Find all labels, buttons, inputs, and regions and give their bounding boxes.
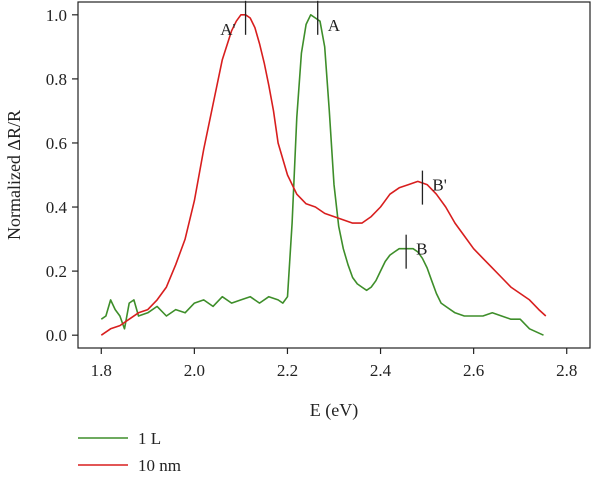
- legend-label-1l: 1 L: [138, 429, 161, 448]
- x-axis-ticks: 1.8 2.0 2.2 2.4 2.6 2.8: [91, 348, 577, 380]
- peak-label: A: [328, 16, 341, 35]
- y-tick-label: 1.0: [46, 6, 67, 25]
- y-tick-label: 0.4: [46, 198, 68, 217]
- x-tick-label: 1.8: [91, 361, 112, 380]
- y-tick-label: 0.0: [46, 326, 67, 345]
- x-tick-label: 2.0: [184, 361, 205, 380]
- x-tick-label: 2.8: [556, 361, 577, 380]
- x-tick-label: 2.6: [463, 361, 484, 380]
- x-axis-title: E (eV): [310, 400, 358, 421]
- y-tick-label: 0.2: [46, 262, 67, 281]
- y-axis-ticks: 0.0 0.2 0.4 0.6 0.8 1.0: [46, 6, 78, 345]
- peak-label: A': [220, 20, 235, 39]
- y-tick-label: 0.6: [46, 134, 67, 153]
- plot-frame: [77, 1, 591, 349]
- series-layer: [100, 14, 547, 336]
- legend-label-10nm: 10 nm: [138, 456, 181, 475]
- x-tick-label: 2.2: [277, 361, 298, 380]
- series-line-0: [100, 14, 544, 336]
- annotations-layer: A' A B' B: [220, 0, 447, 269]
- y-tick-label: 0.8: [46, 70, 67, 89]
- legend: 1 L 10 nm: [78, 429, 181, 475]
- x-tick-label: 2.4: [370, 361, 392, 380]
- y-axis-title: Normalized ΔR/R: [4, 110, 24, 240]
- series-line-1: [100, 14, 547, 336]
- peak-label: B': [432, 176, 446, 195]
- peak-label: B: [416, 240, 427, 259]
